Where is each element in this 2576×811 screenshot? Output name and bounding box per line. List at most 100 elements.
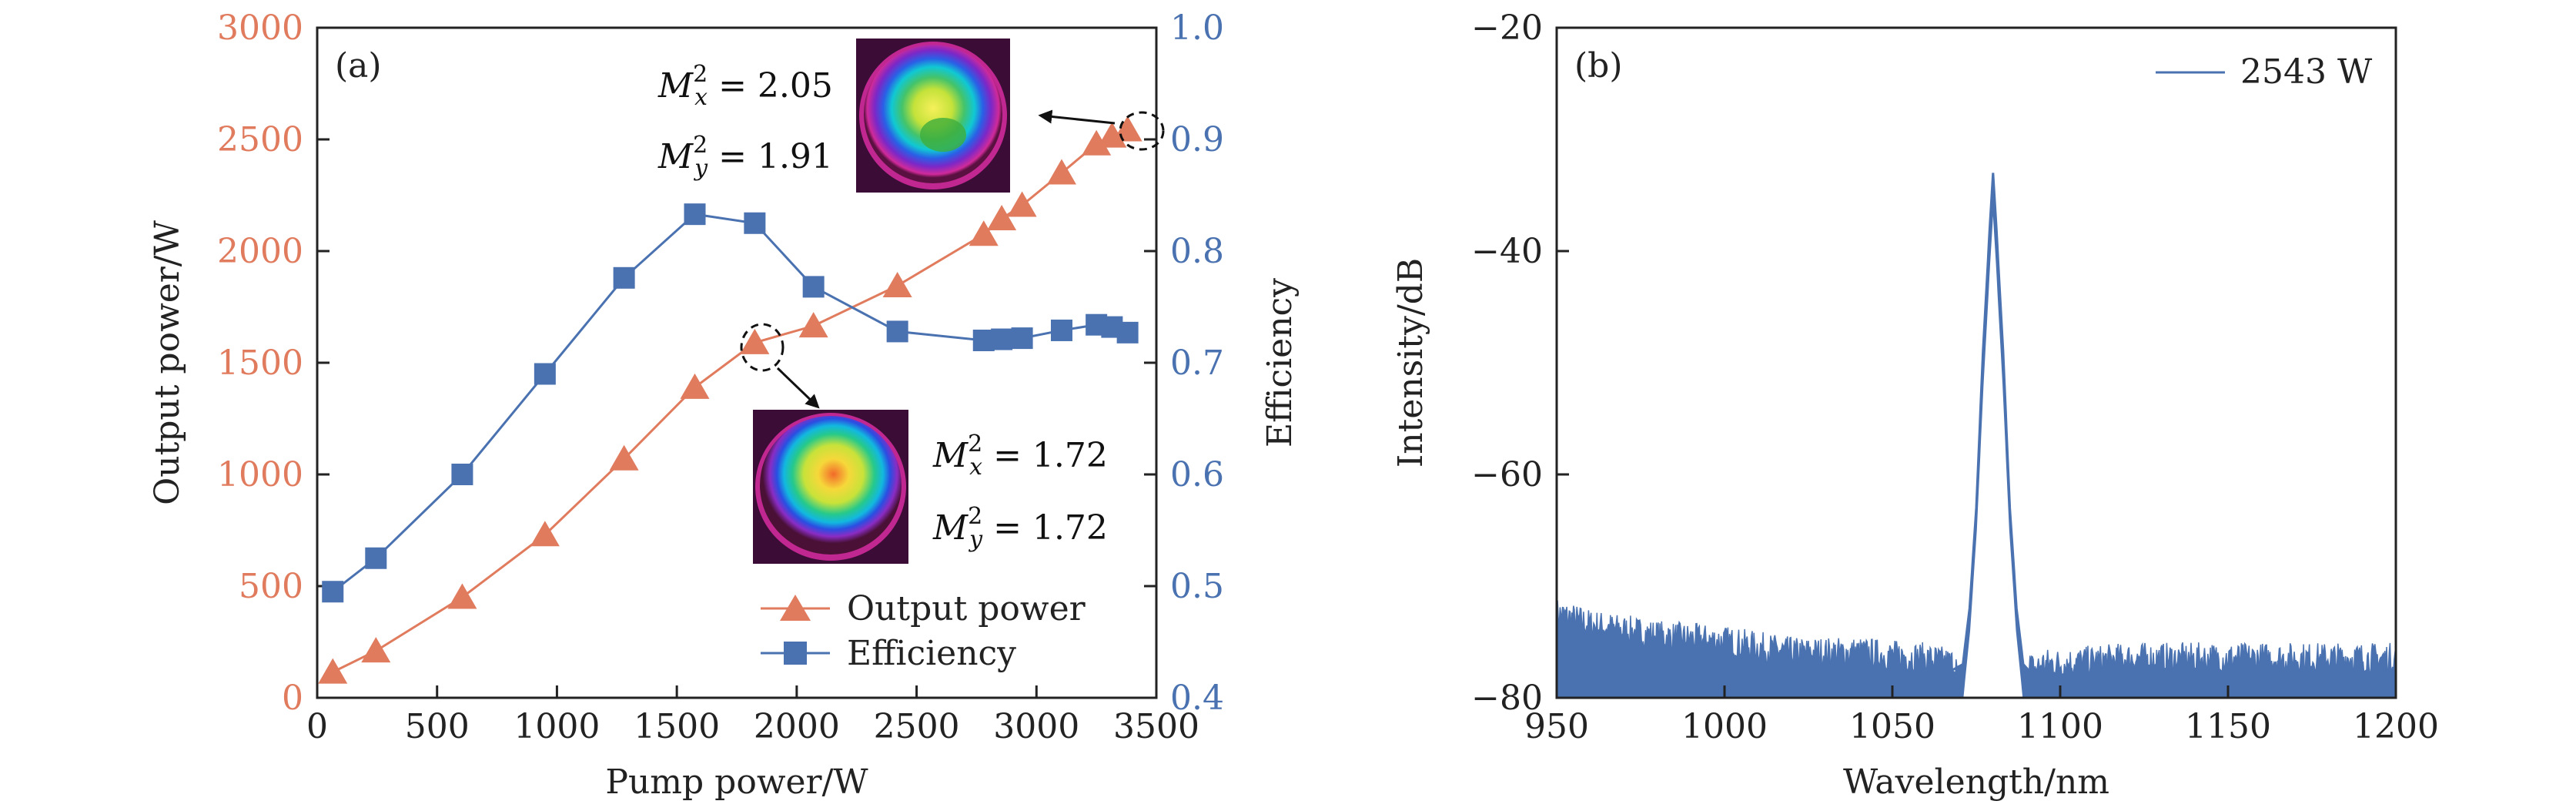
panel-b-x-tick-label: 950 bbox=[1524, 707, 1589, 746]
output-power-point bbox=[1112, 116, 1142, 142]
panel-b-y-ticks: −80 −60 −40 −20 bbox=[1471, 8, 1569, 718]
output-power-point bbox=[987, 204, 1017, 230]
arrow-to-beam-profile-2543w bbox=[1038, 109, 1116, 125]
efficiency-point bbox=[1011, 327, 1033, 350]
panel-a-y-left-tick-label: 1500 bbox=[217, 344, 303, 383]
beam-profile-2543w bbox=[856, 39, 1010, 193]
efficiency-point bbox=[534, 363, 556, 385]
panel-a-label: (a) bbox=[335, 46, 382, 85]
output-power-point bbox=[882, 271, 912, 297]
legend-entry-output-power: Output power bbox=[761, 589, 1086, 628]
highlight-ellipse-1590w bbox=[740, 323, 785, 372]
svg-text:Output power: Output power bbox=[847, 589, 1086, 628]
efficiency-point bbox=[1050, 319, 1072, 341]
output-power-point bbox=[1046, 159, 1076, 185]
efficiency-point bbox=[991, 328, 1013, 350]
output-power-point bbox=[447, 583, 477, 609]
panel-b-y-axis-label: Intensity/dB bbox=[1391, 258, 1430, 467]
efficiency-point bbox=[744, 212, 766, 234]
panel-b: 950 1000 1050 1100 1150 1200 −80 −60 −40 −20 Wav… bbox=[1391, 8, 2439, 802]
panel-a-y-left-tick-label: 1000 bbox=[217, 455, 303, 494]
arrow-to-beam-profile-1590w bbox=[776, 367, 820, 409]
m2x-label-1590w: M2 x = 1.72 bbox=[932, 431, 1108, 481]
efficiency-point bbox=[886, 320, 908, 343]
panel-b-x-tick-label: 1100 bbox=[2017, 707, 2103, 746]
panel-a-x-tick-label: 1500 bbox=[634, 707, 720, 746]
efficiency-point bbox=[613, 266, 635, 289]
spectrum-peak bbox=[1945, 173, 2041, 677]
output-power-point bbox=[969, 220, 999, 246]
panel-a: 0 500 1000 1500 2000 2500 3000 3500 0 500 1000 150… bbox=[148, 8, 1300, 802]
panel-a-x-tick-label: 0 bbox=[306, 707, 328, 746]
output-power-line bbox=[332, 129, 1129, 673]
output-power-point bbox=[1007, 191, 1037, 217]
panel-a-x-tick-label: 3500 bbox=[1113, 707, 1199, 746]
panel-b-y-tick-label: −80 bbox=[1471, 679, 1543, 718]
output-power-point bbox=[740, 328, 770, 354]
panel-a-y-right-tick-label: 0.7 bbox=[1170, 344, 1224, 383]
highlight-ellipse-2543w bbox=[1119, 111, 1165, 151]
panel-a-y-left-tick-label: 3000 bbox=[217, 8, 303, 48]
panel-b-x-tick-label: 1150 bbox=[2185, 707, 2271, 746]
output-power-point bbox=[609, 444, 639, 471]
beam-profile-1590w bbox=[753, 410, 908, 564]
panel-b-x-tick-label: 1050 bbox=[1849, 707, 1935, 746]
panel-a-y-right-tick-label: 0.4 bbox=[1170, 679, 1224, 718]
output-power-point bbox=[680, 373, 710, 399]
panel-b-x-tick-label: 1200 bbox=[2353, 707, 2439, 746]
legend-label-2543w: 2543 W bbox=[2240, 52, 2373, 92]
output-power-point bbox=[1082, 129, 1112, 156]
legend-entry-efficiency: Efficiency bbox=[761, 634, 1016, 673]
panel-a-y-left-tick-label: 2500 bbox=[217, 120, 303, 159]
panel-b-y-tick-label: −40 bbox=[1471, 232, 1543, 271]
output-power-point bbox=[530, 521, 560, 547]
panel-a-y-left-axis-label: Output power/W bbox=[148, 220, 187, 504]
panel-a-x-tick-label: 2000 bbox=[754, 707, 840, 746]
panel-b-x-ticks: 950 1000 1050 1100 1150 1200 bbox=[1524, 685, 2439, 746]
panel-a-x-tick-label: 500 bbox=[405, 707, 470, 746]
panel-a-y-right-tick-label: 0.5 bbox=[1170, 567, 1224, 606]
panel-b-x-tick-label: 1000 bbox=[1681, 707, 1768, 746]
panel-a-y-right-tick-label: 0.6 bbox=[1170, 455, 1224, 494]
output-power-point bbox=[318, 658, 348, 684]
m2y-label-1590w: M2 y = 1.72 bbox=[932, 503, 1108, 553]
panel-a-x-axis-label: Pump power/W bbox=[605, 762, 868, 802]
panel-a-y-left-tick-label: 2000 bbox=[217, 232, 303, 271]
efficiency-point bbox=[802, 276, 825, 298]
panel-a-x-tick-label: 1000 bbox=[514, 707, 600, 746]
panel-b-plot-frame bbox=[1555, 26, 2397, 699]
panel-a-legend: Output power Efficiency bbox=[761, 589, 1086, 673]
efficiency-point bbox=[684, 203, 706, 226]
panel-a-y-right-tick-label: 0.9 bbox=[1170, 120, 1224, 159]
panel-a-x-tick-label: 2500 bbox=[874, 707, 960, 746]
panel-a-y-left-tick-label: 500 bbox=[239, 567, 303, 606]
panel-a-series bbox=[318, 116, 1142, 684]
panel-a-y-right-ticks: 0.4 0.5 0.6 0.7 0.8 0.9 1.0 bbox=[1144, 8, 1224, 718]
efficiency-line bbox=[332, 213, 1129, 593]
m2x-label-2543w: M2 x = 2.05 bbox=[657, 61, 833, 111]
panel-a-y-left-tick-label: 0 bbox=[282, 679, 303, 718]
panel-a-y-right-tick-label: 1.0 bbox=[1170, 8, 1224, 48]
efficiency-point bbox=[1116, 321, 1139, 344]
panel-b-label: (b) bbox=[1574, 46, 1623, 85]
efficiency-point bbox=[322, 581, 344, 603]
efficiency-point bbox=[451, 464, 473, 485]
panel-a-y-right-axis-label: Efficiency bbox=[1260, 278, 1300, 447]
efficiency-point bbox=[972, 330, 995, 351]
m2y-label-2543w: M2 y = 1.91 bbox=[657, 132, 833, 182]
panel-a-x-tick-label: 3000 bbox=[993, 707, 1079, 746]
panel-a-x-ticks: 0 500 1000 1500 2000 2500 3000 3500 bbox=[306, 685, 1199, 746]
panel-a-y-left-ticks: 0 500 1000 1500 2000 2500 3000 bbox=[217, 8, 330, 718]
spectrum-trace-2543w bbox=[1556, 173, 2397, 699]
panel-b-y-tick-label: −60 bbox=[1471, 455, 1543, 494]
efficiency-point bbox=[365, 547, 387, 569]
panel-a-y-right-tick-label: 0.8 bbox=[1170, 232, 1224, 271]
panel-b-y-tick-label: −20 bbox=[1471, 8, 1543, 48]
svg-text:Efficiency: Efficiency bbox=[847, 634, 1016, 673]
panel-b-legend: 2543 W bbox=[2156, 52, 2373, 92]
output-power-point bbox=[798, 312, 828, 338]
spectrum-band bbox=[1556, 173, 2397, 699]
panel-b-x-axis-label: Wavelength/nm bbox=[1843, 762, 2109, 802]
output-power-point bbox=[361, 637, 391, 663]
